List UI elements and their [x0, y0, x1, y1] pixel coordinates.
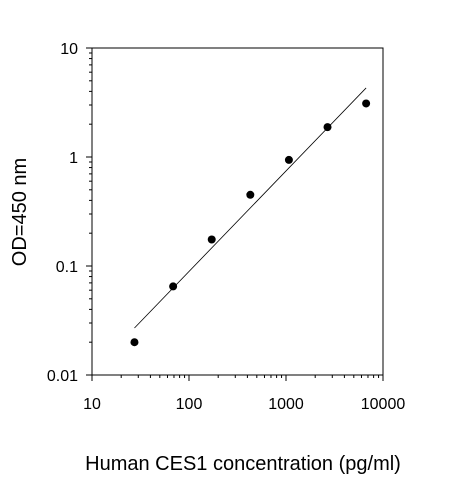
data-point	[362, 99, 371, 108]
y-tick-label: 1	[69, 150, 78, 167]
y-axis-title: OD=450 nm	[9, 158, 31, 266]
y-tick-label: 0.01	[47, 368, 78, 385]
x-tick-label: 100	[176, 396, 203, 413]
x-axis-ticks: 10 100 1000 10000	[83, 375, 405, 413]
x-tick-label: 10	[83, 396, 101, 413]
data-point	[169, 282, 178, 291]
data-point	[284, 155, 293, 164]
y-tick-label: 10	[60, 41, 78, 58]
y-tick-label: 0.1	[56, 259, 78, 276]
x-axis-title: Human CES1 concentration (pg/ml)	[85, 453, 401, 475]
plot-frame	[91, 47, 384, 376]
x-tick-label: 10000	[361, 396, 406, 413]
data-point	[323, 123, 332, 132]
fit-line	[134, 87, 367, 329]
data-point	[130, 338, 139, 347]
x-tick-label: 1000	[268, 396, 304, 413]
plot-area	[91, 47, 384, 376]
y-axis-ticks: 0.01 0.1 1 10	[47, 41, 92, 385]
data-points-layer	[130, 99, 371, 347]
fit-line-layer	[134, 87, 367, 329]
data-point	[246, 190, 255, 199]
data-point	[207, 235, 216, 244]
